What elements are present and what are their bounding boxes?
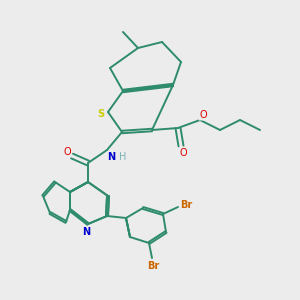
Text: S: S	[98, 109, 105, 119]
Text: O: O	[63, 147, 71, 157]
Text: H: H	[119, 152, 127, 162]
Text: O: O	[199, 110, 207, 120]
Text: Br: Br	[147, 261, 159, 271]
Text: Br: Br	[180, 200, 192, 210]
Text: O: O	[179, 148, 187, 158]
Text: N: N	[107, 152, 115, 162]
Text: N: N	[82, 227, 90, 237]
